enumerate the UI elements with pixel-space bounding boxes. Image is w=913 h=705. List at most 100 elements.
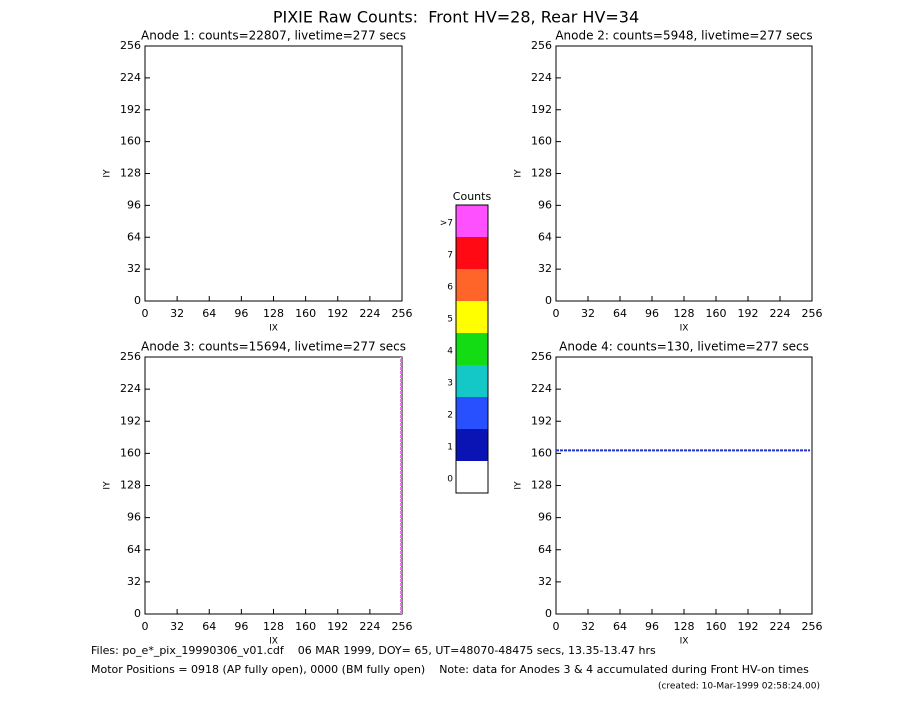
x-tick-label: 32 (581, 307, 595, 320)
y-tick-label: 128 (120, 167, 141, 180)
colorbar-cell (456, 237, 488, 269)
colorbar-label: 4 (447, 347, 453, 357)
y-tick-label: 128 (531, 479, 552, 492)
y-tick-label: 224 (120, 71, 141, 84)
colorbar-label: 3 (447, 379, 453, 389)
x-tick-label: 192 (327, 620, 348, 633)
x-tick-label: 160 (706, 620, 727, 633)
plot-frame (555, 356, 813, 615)
y-tick-label: 64 (538, 230, 552, 243)
footer-files: Files: po_e*_pix_19990306_v01.cdf 06 MAR… (91, 644, 656, 657)
colorbar-label: >7 (440, 219, 453, 229)
y-tick-label: 0 (545, 294, 552, 307)
y-tick-label: 256 (120, 350, 141, 363)
x-tick-label: 128 (674, 307, 695, 320)
x-tick-label: 0 (553, 307, 560, 320)
y-tick-label: 0 (134, 294, 141, 307)
y-tick-label: 64 (538, 543, 552, 556)
panel-title: Anode 4: counts=130, livetime=277 secs (559, 340, 809, 354)
x-tick-label: 32 (170, 307, 184, 320)
x-tick-label: 96 (234, 307, 248, 320)
y-tick-label: 96 (127, 198, 141, 211)
x-tick-label: 0 (553, 620, 560, 633)
y-tick-label: 32 (538, 575, 552, 588)
y-tick-label: 32 (127, 262, 141, 275)
x-tick-label: 256 (802, 307, 823, 320)
y-tick-label: 256 (120, 39, 141, 52)
colorbar-frame (455, 204, 489, 494)
x-tick-label: 32 (581, 620, 595, 633)
x-tick-label: 64 (202, 307, 216, 320)
y-tick-label: 32 (127, 575, 141, 588)
x-label: IX (680, 637, 689, 647)
y-label: IY (103, 481, 113, 490)
x-tick-label: 0 (142, 307, 149, 320)
y-tick-label: 0 (545, 607, 552, 620)
x-tick-label: 224 (770, 307, 791, 320)
y-tick-label: 192 (120, 414, 141, 427)
panel-title: Anode 2: counts=5948, livetime=277 secs (555, 29, 812, 43)
colorbar-cell (456, 205, 488, 237)
x-tick-label: 192 (738, 307, 759, 320)
y-tick-label: 160 (120, 446, 141, 459)
footer-created: (created: 10-Mar-1999 02:58:24.00) (658, 682, 820, 692)
colorbar-cell (456, 429, 488, 461)
colorbar-cell (456, 397, 488, 429)
y-tick-label: 192 (531, 103, 552, 116)
x-label: IX (680, 324, 689, 334)
colorbar-cell (456, 301, 488, 333)
x-tick-label: 160 (295, 620, 316, 633)
colorbar-cell (456, 365, 488, 397)
x-tick-label: 96 (234, 620, 248, 633)
x-tick-label: 160 (706, 307, 727, 320)
y-tick-label: 256 (531, 39, 552, 52)
x-tick-label: 0 (142, 620, 149, 633)
colorbar-cell (456, 333, 488, 365)
colorbar-label: 2 (447, 411, 453, 421)
x-tick-label: 32 (170, 620, 184, 633)
x-tick-label: 224 (359, 620, 380, 633)
y-tick-label: 96 (127, 511, 141, 524)
colorbar-label: 6 (447, 283, 453, 293)
colorbar-label: 7 (447, 251, 453, 261)
x-tick-label: 128 (263, 307, 284, 320)
y-tick-label: 64 (127, 543, 141, 556)
y-tick-label: 160 (531, 446, 552, 459)
x-tick-label: 224 (359, 307, 380, 320)
plot-frame (555, 45, 813, 302)
y-tick-label: 160 (531, 135, 552, 148)
colorbar-label: 1 (447, 443, 453, 453)
y-tick-label: 32 (538, 262, 552, 275)
title: PIXIE Raw Counts: Front HV=28, Rear HV=3… (273, 8, 639, 27)
y-tick-label: 192 (531, 414, 552, 427)
y-label: IY (514, 481, 524, 490)
footer-motor: Motor Positions = 0918 (AP fully open), … (91, 663, 809, 676)
colorbar-cell (456, 269, 488, 301)
x-tick-label: 64 (613, 307, 627, 320)
y-tick-label: 96 (538, 511, 552, 524)
x-tick-label: 64 (202, 620, 216, 633)
plot-frame (144, 45, 403, 302)
y-tick-label: 224 (120, 382, 141, 395)
x-tick-label: 128 (674, 620, 695, 633)
y-tick-label: 160 (120, 135, 141, 148)
x-label: IX (269, 637, 278, 647)
panel-title: Anode 1: counts=22807, livetime=277 secs (141, 29, 406, 43)
x-tick-label: 256 (392, 620, 413, 633)
y-tick-label: 128 (531, 167, 552, 180)
x-tick-label: 160 (295, 307, 316, 320)
colorbar-label: 0 (447, 475, 453, 485)
y-label: IY (103, 169, 113, 178)
x-tick-label: 224 (770, 620, 791, 633)
x-tick-label: 256 (802, 620, 823, 633)
colorbar-label: 5 (447, 315, 453, 325)
y-tick-label: 0 (134, 607, 141, 620)
y-tick-label: 96 (538, 198, 552, 211)
plot-frame (144, 356, 403, 615)
x-tick-label: 96 (645, 620, 659, 633)
y-tick-label: 224 (531, 71, 552, 84)
x-label: IX (269, 324, 278, 334)
x-tick-label: 96 (645, 307, 659, 320)
x-tick-label: 192 (738, 620, 759, 633)
